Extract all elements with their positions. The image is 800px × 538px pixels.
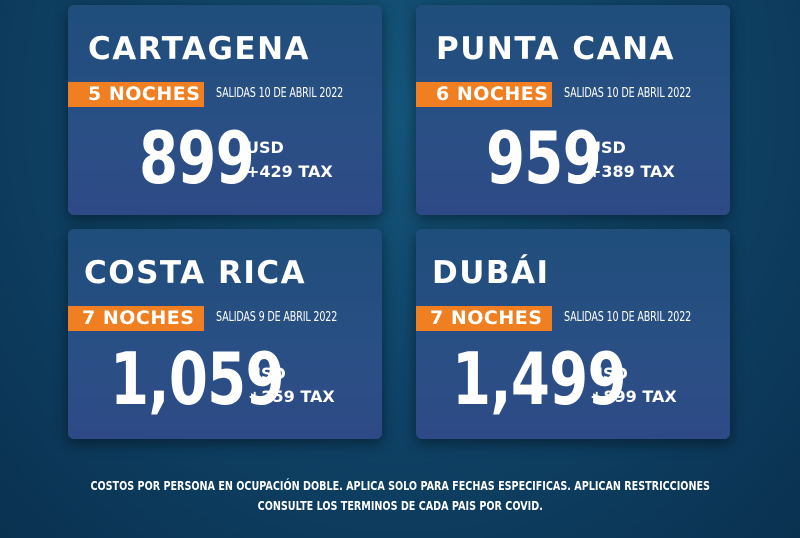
departure-date: SALIDAS 9 DE ABRIL 2022 xyxy=(216,310,338,325)
currency-label: USD xyxy=(588,138,626,157)
departure-date: SALIDAS 10 DE ABRIL 2022 xyxy=(564,86,692,101)
package-card-costa-rica[interactable]: COSTA RICA 7 NOCHES SALIDAS 9 DE ABRIL 2… xyxy=(68,229,382,439)
tax-label: +259 TAX xyxy=(248,387,335,406)
price-amount: 1,499 xyxy=(452,337,627,421)
disclaimer-line-2: CONSULTE LOS TERMINOS DE CADA PAIS POR C… xyxy=(0,499,800,513)
nights-badge: 6 NOCHES xyxy=(416,82,552,107)
package-card-dubai[interactable]: DUBÁI 7 NOCHES SALIDAS 10 DE ABRIL 2022 … xyxy=(416,229,730,439)
nights-badge: 7 NOCHES xyxy=(68,306,204,331)
disclaimer-text: CONSULTE LOS TERMINOS DE CADA PAIS POR C… xyxy=(257,499,543,513)
nights-badge: 7 NOCHES xyxy=(416,306,552,331)
destination-title: PUNTA CANA xyxy=(436,31,676,67)
tax-label: +389 TAX xyxy=(588,162,675,181)
destination-title: COSTA RICA xyxy=(84,255,307,291)
price-amount: 1,059 xyxy=(110,337,285,421)
price-amount: 899 xyxy=(139,116,255,200)
destination-title: DUBÁI xyxy=(432,255,550,291)
departure-date: SALIDAS 10 DE ABRIL 2022 xyxy=(216,86,344,101)
package-card-cartagena[interactable]: CARTAGENA 5 NOCHES SALIDAS 10 DE ABRIL 2… xyxy=(68,5,382,215)
disclaimer-text: COSTOS POR PERSONA EN OCUPACIÓN DOBLE. A… xyxy=(90,479,710,493)
currency-label: USD xyxy=(248,364,286,383)
price-amount: 959 xyxy=(486,116,602,200)
currency-label: USD xyxy=(590,364,628,383)
tax-label: +429 TAX xyxy=(246,162,333,181)
currency-label: USD xyxy=(246,138,284,157)
tax-label: +899 TAX xyxy=(590,387,677,406)
destination-title: CARTAGENA xyxy=(88,31,311,67)
nights-badge: 5 NOCHES xyxy=(68,82,204,107)
package-card-punta-cana[interactable]: PUNTA CANA 6 NOCHES SALIDAS 10 DE ABRIL … xyxy=(416,5,730,215)
departure-date: SALIDAS 10 DE ABRIL 2022 xyxy=(564,310,692,325)
disclaimer-line-1: COSTOS POR PERSONA EN OCUPACIÓN DOBLE. A… xyxy=(0,479,800,493)
